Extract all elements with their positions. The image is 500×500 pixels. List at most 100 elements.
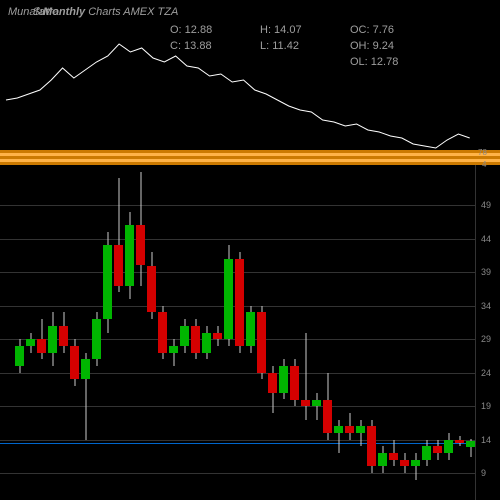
- candle-body-down: [147, 266, 156, 313]
- candle[interactable]: [213, 0, 222, 500]
- candle-wick: [305, 333, 306, 420]
- candle[interactable]: [103, 0, 112, 500]
- candle-body-up: [180, 326, 189, 346]
- candle-body-down: [136, 225, 145, 265]
- band-marker-top: 78: [478, 148, 487, 157]
- candle-body-up: [312, 400, 321, 407]
- candle-body-up: [169, 346, 178, 353]
- candle-body-down: [389, 453, 398, 460]
- candle-body-down: [433, 446, 442, 453]
- candle[interactable]: [158, 0, 167, 500]
- candle-wick: [338, 420, 339, 454]
- candle[interactable]: [37, 0, 46, 500]
- candle-wick: [173, 339, 174, 366]
- candle[interactable]: [400, 0, 409, 500]
- candle[interactable]: [147, 0, 156, 500]
- candle-body-up: [202, 333, 211, 353]
- candle-body-up: [466, 441, 475, 448]
- candle[interactable]: [433, 0, 442, 500]
- candle-wick: [415, 453, 416, 480]
- candle[interactable]: [422, 0, 431, 500]
- candle[interactable]: [114, 0, 123, 500]
- candle-body-down: [301, 400, 310, 407]
- candle-body-down: [345, 426, 354, 433]
- candle-body-up: [422, 446, 431, 459]
- candle[interactable]: [202, 0, 211, 500]
- candle-body-up: [411, 460, 420, 467]
- candle-body-down: [257, 312, 266, 372]
- candle-body-down: [191, 326, 200, 353]
- candle[interactable]: [70, 0, 79, 500]
- candle[interactable]: [48, 0, 57, 500]
- candle[interactable]: [257, 0, 266, 500]
- y-axis-label: 34: [481, 301, 491, 311]
- candle[interactable]: [312, 0, 321, 500]
- candle[interactable]: [455, 0, 464, 500]
- candle[interactable]: [268, 0, 277, 500]
- candle-body-up: [26, 339, 35, 346]
- y-axis-label: 19: [481, 401, 491, 411]
- candle[interactable]: [444, 0, 453, 500]
- candle-body-down: [455, 440, 464, 443]
- candle-body-up: [246, 312, 255, 346]
- y-axis-label: 9: [481, 468, 486, 478]
- candle[interactable]: [246, 0, 255, 500]
- candle-body-up: [125, 225, 134, 285]
- candle[interactable]: [26, 0, 35, 500]
- y-axis-label: 49: [481, 200, 491, 210]
- candle-body-up: [378, 453, 387, 466]
- candle[interactable]: [125, 0, 134, 500]
- candle-body-down: [213, 333, 222, 340]
- candle-body-down: [367, 426, 376, 466]
- candle-body-up: [444, 440, 453, 453]
- candle[interactable]: [59, 0, 68, 500]
- y-axis-label: 39: [481, 267, 491, 277]
- candle-wick: [316, 393, 317, 420]
- candle-body-up: [92, 319, 101, 359]
- candle[interactable]: [466, 0, 475, 500]
- candle[interactable]: [323, 0, 332, 500]
- y-axis-label: 44: [481, 234, 491, 244]
- candle-body-down: [290, 366, 299, 400]
- candle[interactable]: [235, 0, 244, 500]
- candle[interactable]: [224, 0, 233, 500]
- candle[interactable]: [15, 0, 24, 500]
- candle[interactable]: [378, 0, 387, 500]
- candle-body-down: [70, 346, 79, 380]
- candle-body-down: [323, 400, 332, 434]
- band-marker-bot: 4: [482, 160, 486, 169]
- candle[interactable]: [367, 0, 376, 500]
- candle[interactable]: [81, 0, 90, 500]
- candle[interactable]: [279, 0, 288, 500]
- candle-body-down: [400, 460, 409, 467]
- candle[interactable]: [345, 0, 354, 500]
- candle-body-up: [81, 359, 90, 379]
- candle[interactable]: [389, 0, 398, 500]
- y-axis-label: 29: [481, 334, 491, 344]
- y-axis-label: 14: [481, 435, 491, 445]
- candle[interactable]: [180, 0, 189, 500]
- candle[interactable]: [290, 0, 299, 500]
- candle[interactable]: [191, 0, 200, 500]
- y-axis-line: [475, 165, 476, 500]
- candle-body-up: [15, 346, 24, 366]
- candle[interactable]: [411, 0, 420, 500]
- candle-body-up: [103, 245, 112, 319]
- candle-body-down: [158, 312, 167, 352]
- candle[interactable]: [169, 0, 178, 500]
- candle-body-down: [235, 259, 244, 346]
- candle-wick: [360, 420, 361, 447]
- candle[interactable]: [356, 0, 365, 500]
- candle[interactable]: [301, 0, 310, 500]
- candle-body-down: [59, 326, 68, 346]
- candle-body-down: [37, 339, 46, 352]
- candle-body-down: [114, 245, 123, 285]
- candle[interactable]: [334, 0, 343, 500]
- candle-body-up: [224, 259, 233, 339]
- candle[interactable]: [92, 0, 101, 500]
- candle[interactable]: [136, 0, 145, 500]
- y-axis-label: 24: [481, 368, 491, 378]
- candle-body-up: [279, 366, 288, 393]
- candle-body-down: [268, 373, 277, 393]
- candle-body-up: [356, 426, 365, 433]
